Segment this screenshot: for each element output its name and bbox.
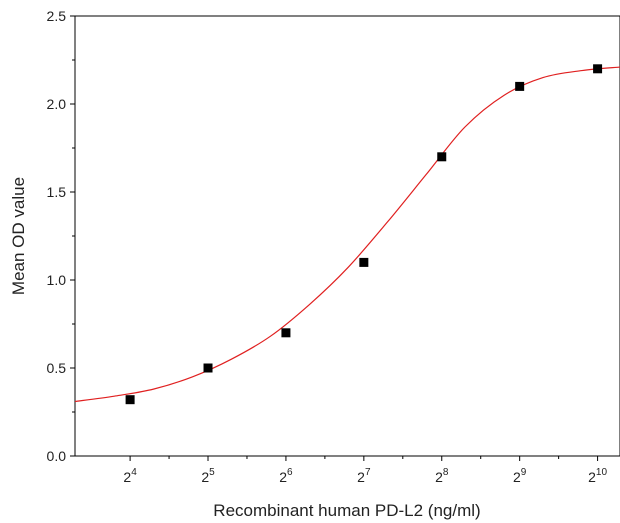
data-point <box>515 81 525 91</box>
x-tick-exponent: 9 <box>521 467 527 478</box>
x-tick-base: 2 <box>201 469 209 485</box>
x-tick-exponent: 5 <box>209 467 215 478</box>
y-tick-label: 1.0 <box>47 272 67 288</box>
x-axis-title: Recombinant human PD-L2 (ng/ml) <box>213 501 480 520</box>
x-tick-exponent: 6 <box>287 467 293 478</box>
x-axis: 24 25 26 27 28 29 210 <box>123 456 607 485</box>
y-tick-label: 0.0 <box>47 448 67 464</box>
x-tick-base: 2 <box>435 469 443 485</box>
x-tick-label: 27 <box>357 467 371 485</box>
y-tick-label: 2.5 <box>47 8 67 24</box>
x-tick-base: 2 <box>357 469 365 485</box>
y-tick-label: 1.5 <box>47 184 67 200</box>
x-tick-label: 24 <box>123 467 137 485</box>
data-point <box>437 152 447 162</box>
x-tick-exponent: 4 <box>131 467 137 478</box>
x-tick-base: 2 <box>279 469 287 485</box>
x-tick-base: 2 <box>123 469 131 485</box>
y-axis: 0.0 0.5 1.0 1.5 2.0 2.5 <box>47 8 75 464</box>
x-tick-base: 2 <box>588 469 596 485</box>
x-tick-label: 29 <box>513 467 527 485</box>
data-point <box>281 328 291 338</box>
plot-frame <box>74 15 620 457</box>
x-tick-exponent: 8 <box>443 467 449 478</box>
x-tick-label: 210 <box>588 467 607 485</box>
y-tick-label: 2.0 <box>47 96 67 112</box>
x-tick-exponent: 10 <box>596 467 608 478</box>
data-point <box>203 363 213 373</box>
x-tick-label: 28 <box>435 467 449 485</box>
y-axis-title: Mean OD value <box>9 177 28 295</box>
y-tick-label: 0.5 <box>47 360 67 376</box>
x-tick-label: 26 <box>279 467 293 485</box>
series-layer <box>74 64 620 405</box>
x-tick-label: 25 <box>201 467 215 485</box>
x-tick-exponent: 7 <box>365 467 371 478</box>
x-tick-base: 2 <box>513 469 521 485</box>
data-point <box>125 395 135 405</box>
data-point <box>593 64 603 74</box>
fit-curve <box>74 66 620 403</box>
data-point <box>359 257 369 267</box>
